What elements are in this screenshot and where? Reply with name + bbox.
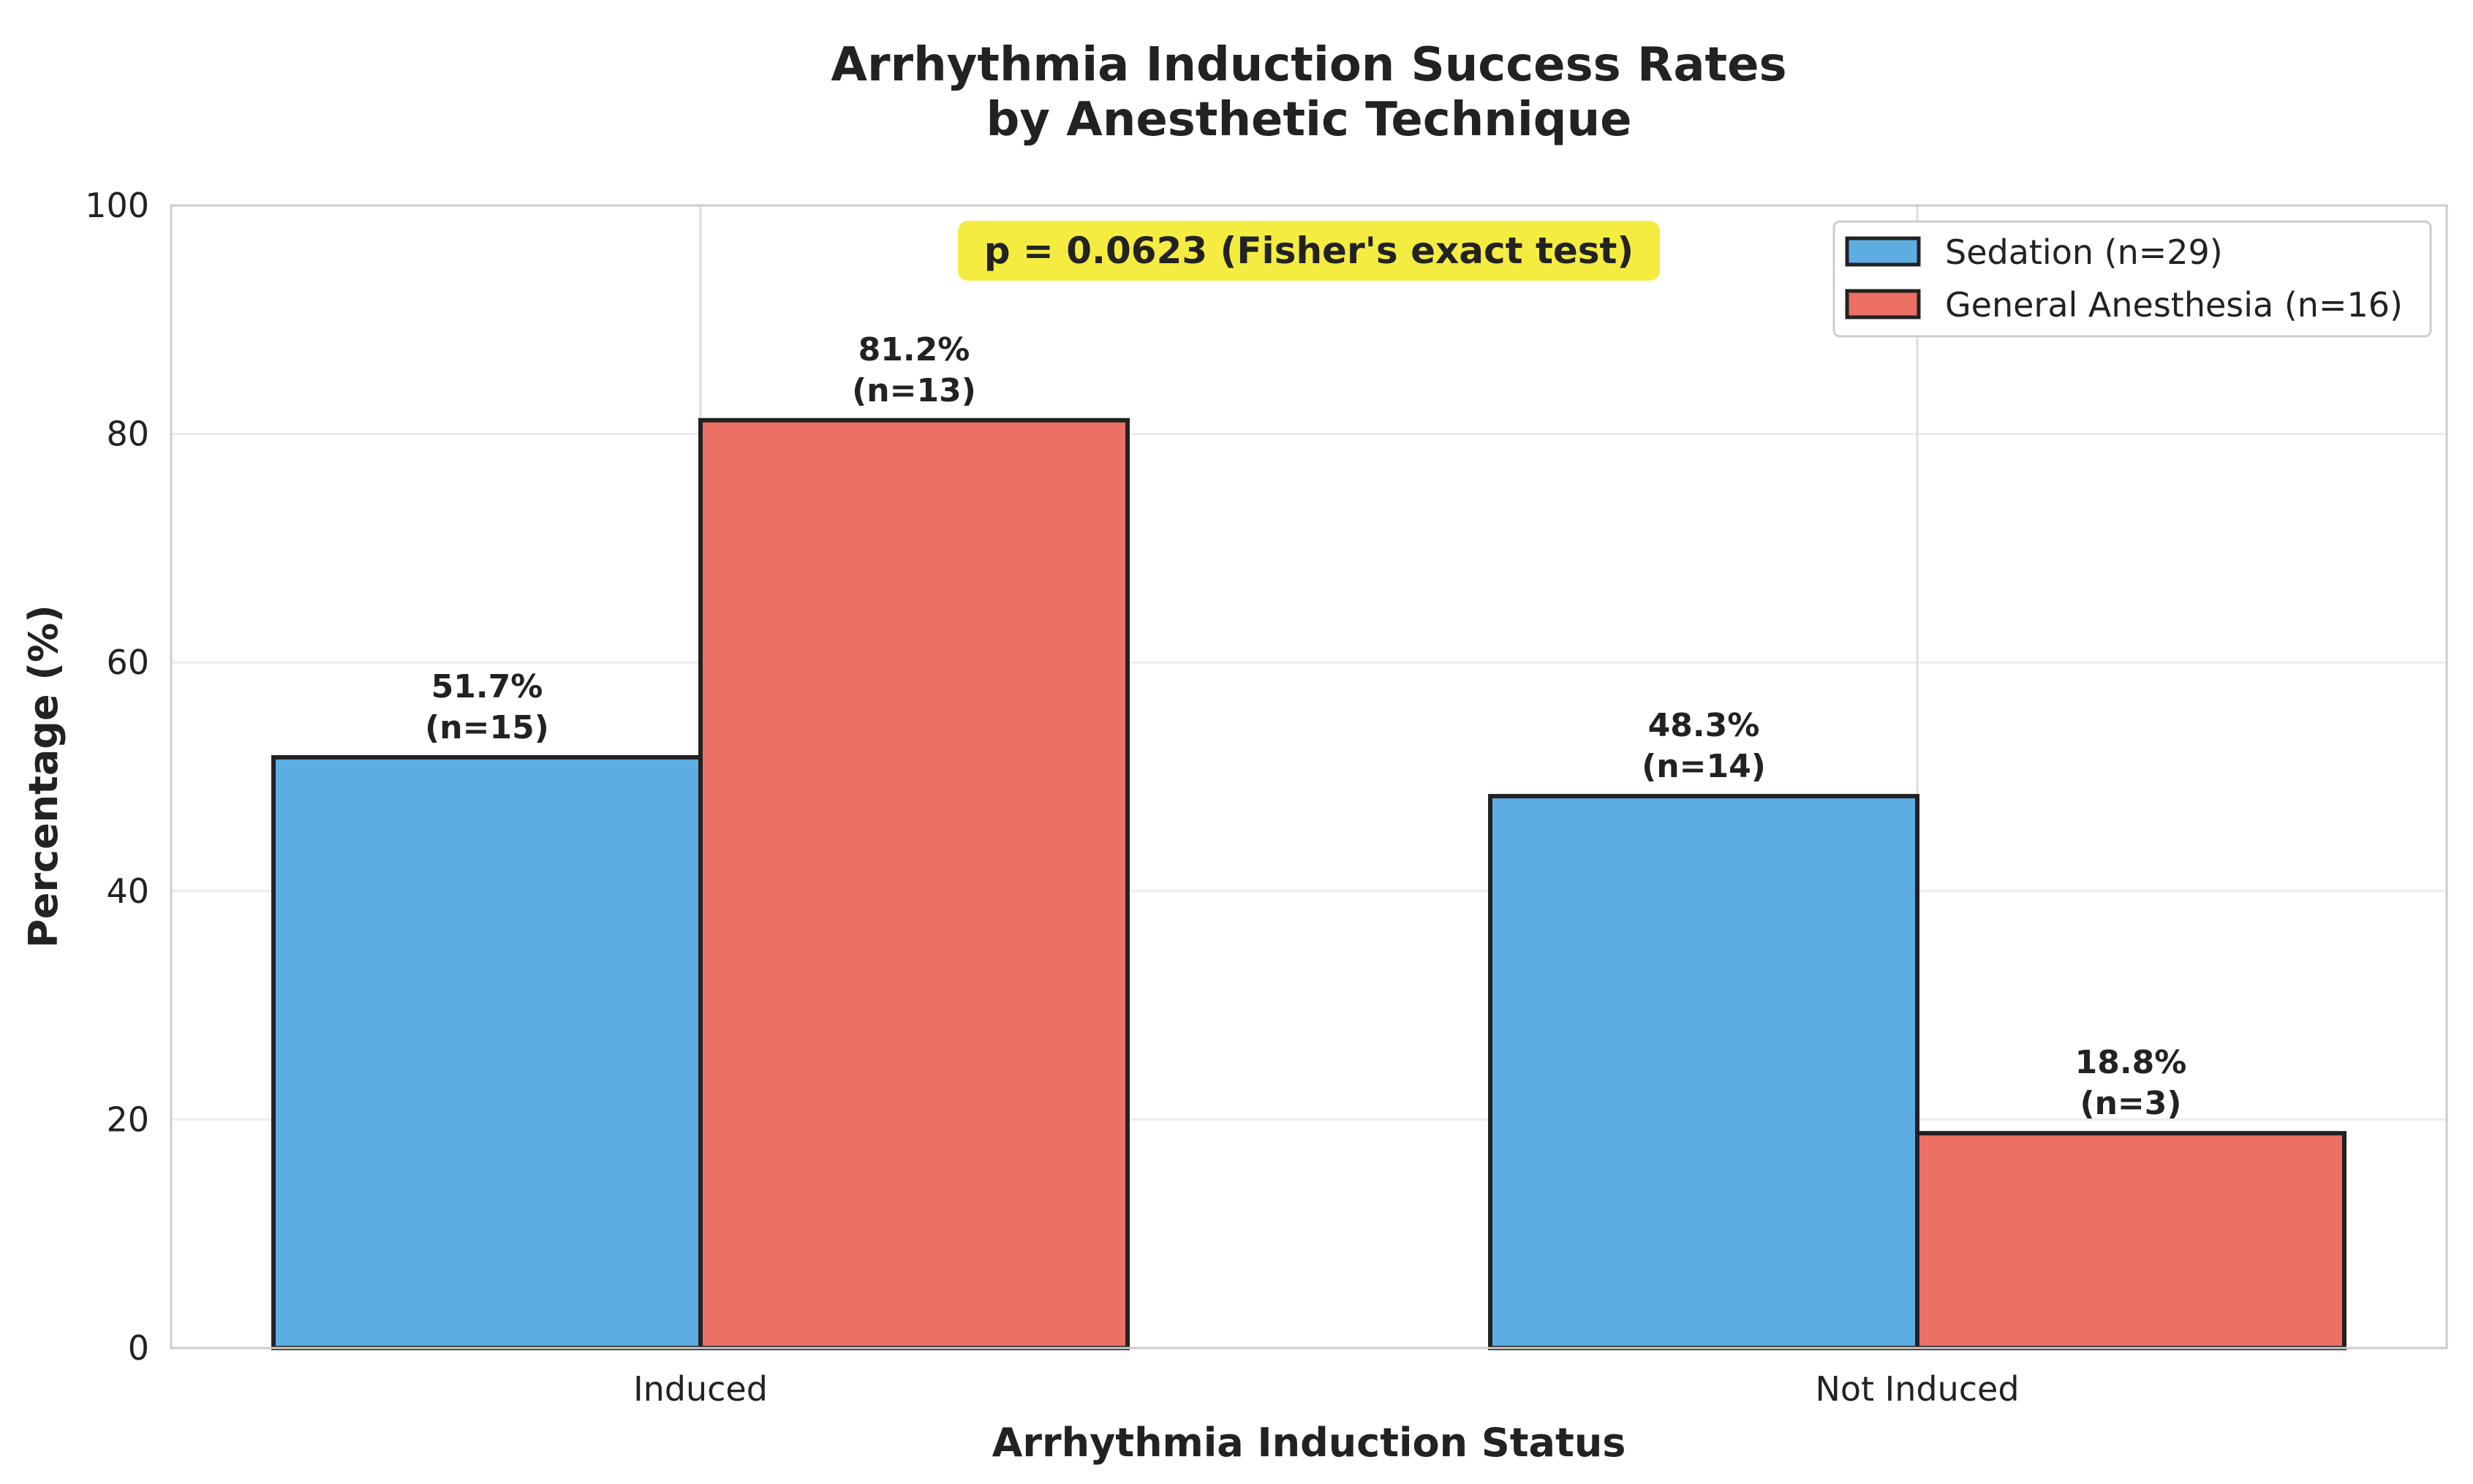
legend-label-general-anesthesia: General Anesthesia (n=16) <box>1945 285 2403 325</box>
axis-ticks: 0 20 40 60 80 100 Induced Not Induced <box>85 186 2019 1409</box>
y-tick-label-80: 80 <box>106 414 149 454</box>
legend-swatch-general-anesthesia <box>1845 289 1921 319</box>
bar-label-n-0-1: (n=14) <box>1642 748 1766 785</box>
bar-label-n-1-0: (n=13) <box>852 372 976 409</box>
bars <box>271 417 2346 1351</box>
y-tick-label-0: 0 <box>128 1328 149 1368</box>
bar-label-pct-0-0: 51.7% <box>431 668 543 705</box>
bar-series-0-cat-1 <box>1488 794 1919 1351</box>
chart-title-line-2: by Anesthetic Technique <box>986 93 1631 147</box>
bar-series-1-cat-0 <box>698 417 1130 1350</box>
y-tick-label-100: 100 <box>85 186 149 225</box>
y-axis-label: Percentage (%) <box>20 605 67 948</box>
x-axis-label: Arrhythmia Induction Status <box>992 1420 1626 1466</box>
legend-label-sedation: Sedation (n=29) <box>1945 232 2223 272</box>
bar-label-pct-1-1: 18.8% <box>2075 1044 2187 1081</box>
plot-frame <box>170 204 2448 1349</box>
p-value-text: p = 0.0623 (Fisher's exact test) <box>984 230 1634 272</box>
legend: Sedation (n=29) General Anesthesia (n=16… <box>1832 220 2432 338</box>
bar-series-1-cat-1 <box>1915 1131 2346 1350</box>
bar-label-n-1-1: (n=3) <box>2080 1085 2181 1122</box>
legend-swatch-sedation <box>1845 236 1921 267</box>
bar-series-0-cat-0 <box>271 754 703 1350</box>
bar-label-pct-0-1: 48.3% <box>1648 707 1760 744</box>
chart-title-line-1: Arrhythmia Induction Success Rates <box>831 38 1786 92</box>
x-tick-label-0: Induced <box>633 1369 768 1409</box>
x-tick-label-1: Not Induced <box>1815 1369 2019 1409</box>
y-tick-label-20: 20 <box>106 1099 149 1139</box>
bar-value-labels: 51.7% (n=15) 48.3% (n=14) 81.2% (n=13) 18.8% (n… <box>425 331 2186 1122</box>
bar-label-pct-1-0: 81.2% <box>858 331 970 368</box>
p-value-annotation: p = 0.0623 (Fisher's exact test) <box>958 221 1660 281</box>
legend-box <box>1832 220 2432 338</box>
y-tick-label-40: 40 <box>106 871 149 911</box>
bar-label-n-0-0: (n=15) <box>425 709 549 746</box>
p-value-box <box>958 221 1660 281</box>
y-tick-label-60: 60 <box>106 643 149 682</box>
